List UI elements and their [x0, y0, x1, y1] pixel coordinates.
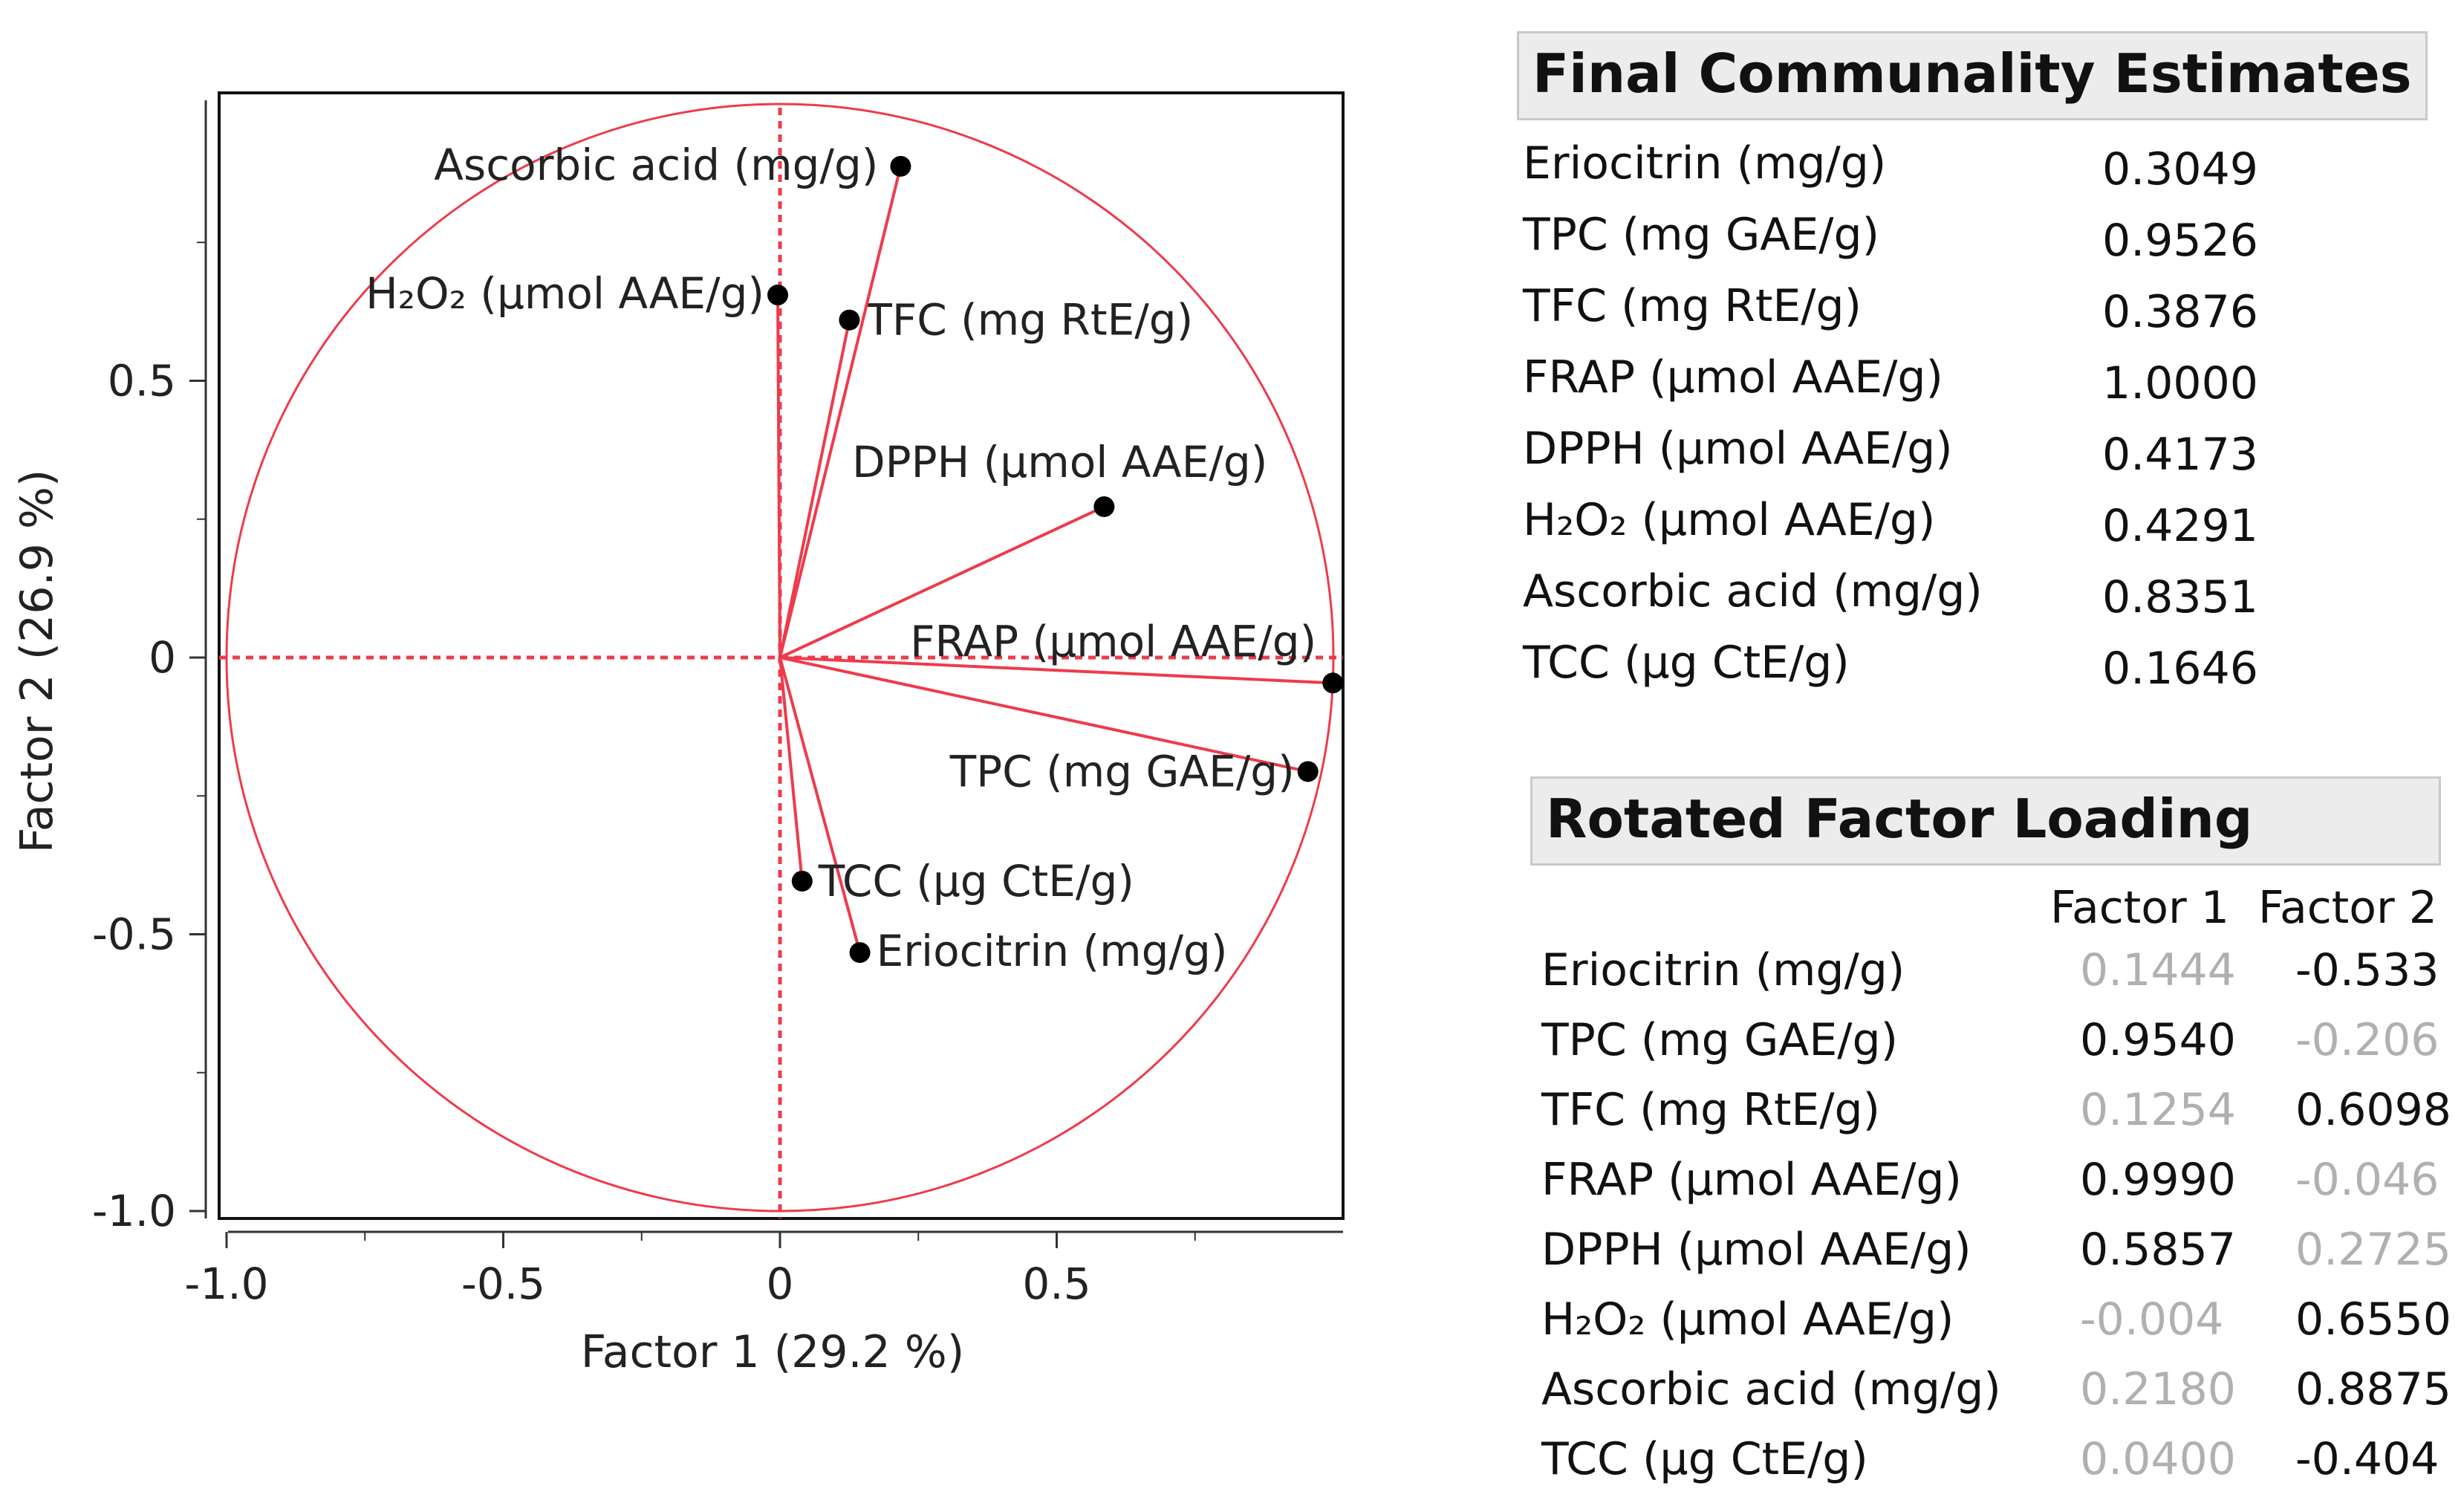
loading-point-label: H₂O₂ (μmol AAE/g)	[365, 268, 764, 319]
loading-vector	[778, 164, 903, 658]
loading-point	[791, 870, 813, 892]
communality-row-label: TFC (mg RtE/g)	[1523, 280, 1862, 332]
communality-row-label: Ascorbic acid (mg/g)	[1523, 565, 1983, 617]
loading-row-label: TFC (mg RtE/g)	[1541, 1084, 1880, 1136]
x-axis-title: Factor 1 (29.2 %)	[581, 1326, 964, 1378]
loading-row-label: TPC (mg GAE/g)	[1541, 1014, 1898, 1066]
loading-row-factor2: 0.6098	[2295, 1084, 2451, 1136]
loading-point-label: TFC (mg RtE/g)	[865, 295, 1193, 345]
x-tick-label: 0	[767, 1259, 794, 1309]
loading-point-label: Ascorbic acid (mg/g)	[434, 140, 878, 190]
loading-point-label: DPPH (μmol AAE/g)	[852, 437, 1267, 487]
loading-title: Rotated Factor Loading	[1530, 776, 2441, 866]
loading-row-factor1: 0.5857	[2080, 1224, 2236, 1276]
loading-vector	[779, 505, 1106, 659]
loading-vector	[778, 657, 805, 883]
loading-vector	[779, 656, 1310, 774]
loading-row-label: H₂O₂ (μmol AAE/g)	[1541, 1294, 1954, 1346]
y-axis-title: Factor 2 (26.9 %)	[11, 470, 63, 853]
loading-point	[890, 155, 911, 177]
communality-row-value: 1.0000	[2102, 357, 2258, 409]
loading-row-factor1: 0.9540	[2080, 1014, 2236, 1066]
communality-row-label: DPPH (μmol AAE/g)	[1523, 423, 1953, 475]
y-tick-label: 0	[149, 632, 176, 683]
communality-row-value: 0.4291	[2102, 500, 2258, 552]
loading-row-factor2: -0.046	[2295, 1154, 2439, 1206]
x-tick-label: -1.0	[184, 1259, 268, 1309]
communality-row-value: 0.1646	[2102, 643, 2258, 695]
loading-col-factor1: Factor 1	[2050, 882, 2229, 934]
loading-point-label: TPC (mg GAE/g)	[949, 746, 1295, 796]
loading-row-factor1: 0.1444	[2080, 944, 2236, 996]
loading-row-factor2: -0.533	[2295, 944, 2439, 996]
loading-row-factor2: 0.2725	[2295, 1224, 2451, 1276]
loading-row-label: FRAP (μmol AAE/g)	[1541, 1154, 1962, 1206]
loading-col-factor2: Factor 2	[2258, 882, 2437, 934]
communality-row-value: 0.3049	[2102, 143, 2258, 195]
loading-row-factor1: 0.1254	[2080, 1084, 2236, 1136]
loading-vector	[779, 656, 1335, 687]
loading-point-label: TCC (μg CtE/g)	[818, 856, 1134, 906]
communality-row-value: 0.4173	[2102, 429, 2258, 481]
loading-row-label: Ascorbic acid (mg/g)	[1541, 1363, 2001, 1415]
y-tick-label: -1.0	[92, 1186, 176, 1236]
loading-vector	[778, 657, 862, 955]
loading-row-label: Eriocitrin (mg/g)	[1541, 944, 1905, 996]
loading-point	[849, 942, 871, 964]
loading-point	[1322, 672, 1344, 694]
x-tick-label: -0.5	[461, 1259, 545, 1309]
loading-vector	[774, 293, 782, 658]
loading-point	[839, 309, 860, 331]
loading-row-factor2: 0.6550	[2295, 1294, 2451, 1346]
loading-row-factor1: 0.0400	[2080, 1433, 2236, 1485]
communality-row-label: FRAP (μmol AAE/g)	[1523, 351, 1943, 403]
loading-vector	[778, 318, 852, 658]
loading-point	[1297, 761, 1319, 782]
loading-row-label: DPPH (μmol AAE/g)	[1541, 1224, 1971, 1276]
communality-row-label: TCC (μg CtE/g)	[1523, 637, 1850, 689]
loading-row-factor1: 0.2180	[2080, 1363, 2236, 1415]
x-tick-label: 0.5	[1022, 1259, 1090, 1309]
communality-row-value: 0.9526	[2102, 215, 2258, 267]
communality-row-value: 0.8351	[2102, 571, 2258, 623]
communality-row-label: TPC (mg GAE/g)	[1523, 209, 1879, 261]
y-tick-label: -0.5	[92, 909, 176, 960]
loading-point	[767, 285, 789, 306]
loading-row-label: TCC (μg CtE/g)	[1541, 1433, 1868, 1485]
loading-row-factor2: -0.206	[2295, 1014, 2439, 1066]
loading-row-factor2: -0.404	[2295, 1433, 2439, 1485]
loading-row-factor2: 0.8875	[2295, 1363, 2451, 1415]
y-tick-label: 0.5	[108, 356, 176, 406]
loading-point-label: FRAP (μmol AAE/g)	[910, 616, 1316, 666]
communality-row-label: Eriocitrin (mg/g)	[1523, 137, 1887, 189]
communality-row-label: H₂O₂ (μmol AAE/g)	[1523, 494, 1936, 546]
factor-loading-plot: -1.0 -0.5 0 0.5 0.5 0 -0.5 -1.0 Eriocitrin (mg/g…	[11, 91, 1345, 1378]
communality-row-value: 0.3876	[2102, 286, 2258, 338]
loading-row-factor1: -0.004	[2080, 1294, 2224, 1346]
loading-point	[1093, 496, 1115, 517]
loading-point-label: Eriocitrin (mg/g)	[877, 926, 1228, 976]
communality-title: Final Communality Estimates	[1517, 31, 2428, 120]
loading-row-factor1: 0.9990	[2080, 1154, 2236, 1206]
